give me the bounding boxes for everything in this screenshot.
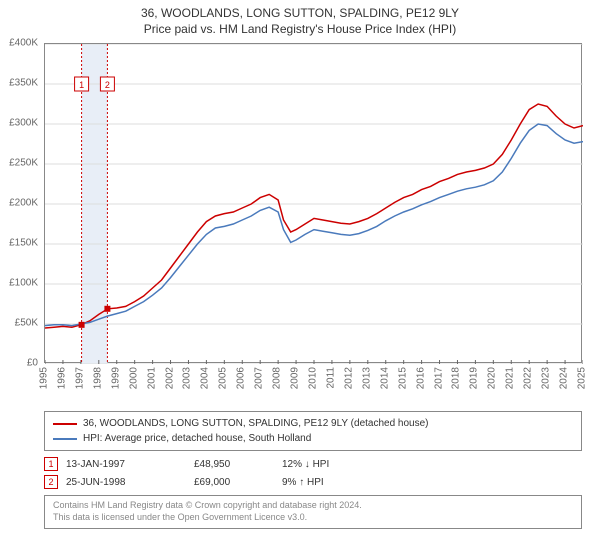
x-tick-label: 2015 [397, 367, 408, 389]
legend-item: HPI: Average price, detached house, Sout… [53, 431, 573, 446]
y-tick-label: £0 [27, 358, 38, 369]
x-tick-label: 1996 [56, 367, 67, 389]
svg-text:2: 2 [105, 80, 110, 90]
events-table: 1 13-JAN-1997 £48,950 12% ↓ HPI 2 25-JUN-1998… [44, 457, 582, 489]
x-tick-label: 2023 [541, 367, 552, 389]
chart-area: £0£50K£100K£150K£200K£250K£300K£350K£400… [44, 43, 582, 363]
event-marker: 1 [44, 457, 58, 471]
x-tick-label: 1995 [39, 367, 50, 389]
svg-text:1: 1 [79, 80, 84, 90]
x-tick-label: 2014 [379, 367, 390, 389]
footer-line1: Contains HM Land Registry data © Crown c… [53, 500, 573, 512]
x-tick-label: 2006 [236, 367, 247, 389]
y-axis: £0£50K£100K£150K£200K£250K£300K£350K£400… [0, 43, 42, 363]
legend-item: 36, WOODLANDS, LONG SUTTON, SPALDING, PE… [53, 416, 573, 431]
x-tick-label: 2021 [505, 367, 516, 389]
x-tick-label: 2012 [343, 367, 354, 389]
y-tick-label: £200K [9, 198, 38, 209]
x-tick-label: 2010 [308, 367, 319, 389]
event-price: £48,950 [194, 459, 274, 470]
event-row: 1 13-JAN-1997 £48,950 12% ↓ HPI [44, 457, 582, 471]
legend: 36, WOODLANDS, LONG SUTTON, SPALDING, PE… [44, 411, 582, 451]
legend-label: HPI: Average price, detached house, Sout… [83, 431, 311, 446]
x-tick-label: 2018 [451, 367, 462, 389]
y-tick-label: £300K [9, 118, 38, 129]
x-tick-label: 2009 [290, 367, 301, 389]
chart-svg: 12 [45, 44, 583, 364]
x-tick-label: 2020 [487, 367, 498, 389]
y-tick-label: £400K [9, 38, 38, 49]
x-tick-label: 1997 [74, 367, 85, 389]
x-axis: 1995199619971998199920002001200220032004… [44, 363, 582, 409]
legend-swatch [53, 438, 77, 440]
chart-title-line2: Price paid vs. HM Land Registry's House … [0, 22, 600, 38]
y-tick-label: £150K [9, 238, 38, 249]
legend-swatch [53, 423, 77, 425]
x-tick-label: 2011 [325, 367, 336, 389]
x-tick-label: 2025 [577, 367, 588, 389]
x-tick-label: 1999 [110, 367, 121, 389]
x-tick-label: 2016 [415, 367, 426, 389]
chart-title-block: 36, WOODLANDS, LONG SUTTON, SPALDING, PE… [0, 0, 600, 37]
x-tick-label: 2008 [272, 367, 283, 389]
x-tick-label: 2022 [523, 367, 534, 389]
legend-label: 36, WOODLANDS, LONG SUTTON, SPALDING, PE… [83, 416, 429, 431]
event-row: 2 25-JUN-1998 £69,000 9% ↑ HPI [44, 475, 582, 489]
x-tick-label: 2007 [254, 367, 265, 389]
chart-plot: 12 [44, 43, 582, 363]
event-marker: 2 [44, 475, 58, 489]
x-tick-label: 2000 [128, 367, 139, 389]
x-tick-label: 2017 [433, 367, 444, 389]
x-tick-label: 2002 [164, 367, 175, 389]
x-tick-label: 2019 [469, 367, 480, 389]
event-date: 25-JUN-1998 [66, 477, 186, 488]
x-tick-label: 2003 [182, 367, 193, 389]
x-tick-label: 2013 [361, 367, 372, 389]
y-tick-label: £350K [9, 78, 38, 89]
x-tick-label: 2005 [218, 367, 229, 389]
x-tick-label: 2024 [559, 367, 570, 389]
chart-title-line1: 36, WOODLANDS, LONG SUTTON, SPALDING, PE… [0, 6, 600, 22]
event-date: 13-JAN-1997 [66, 459, 186, 470]
event-delta: 12% ↓ HPI [282, 459, 382, 470]
event-price: £69,000 [194, 477, 274, 488]
x-tick-label: 1998 [92, 367, 103, 389]
y-tick-label: £250K [9, 158, 38, 169]
x-tick-label: 2004 [200, 367, 211, 389]
footer-line2: This data is licensed under the Open Gov… [53, 512, 573, 524]
attribution-footer: Contains HM Land Registry data © Crown c… [44, 495, 582, 528]
event-delta: 9% ↑ HPI [282, 477, 382, 488]
x-tick-label: 2001 [146, 367, 157, 389]
y-tick-label: £50K [15, 318, 38, 329]
y-tick-label: £100K [9, 278, 38, 289]
